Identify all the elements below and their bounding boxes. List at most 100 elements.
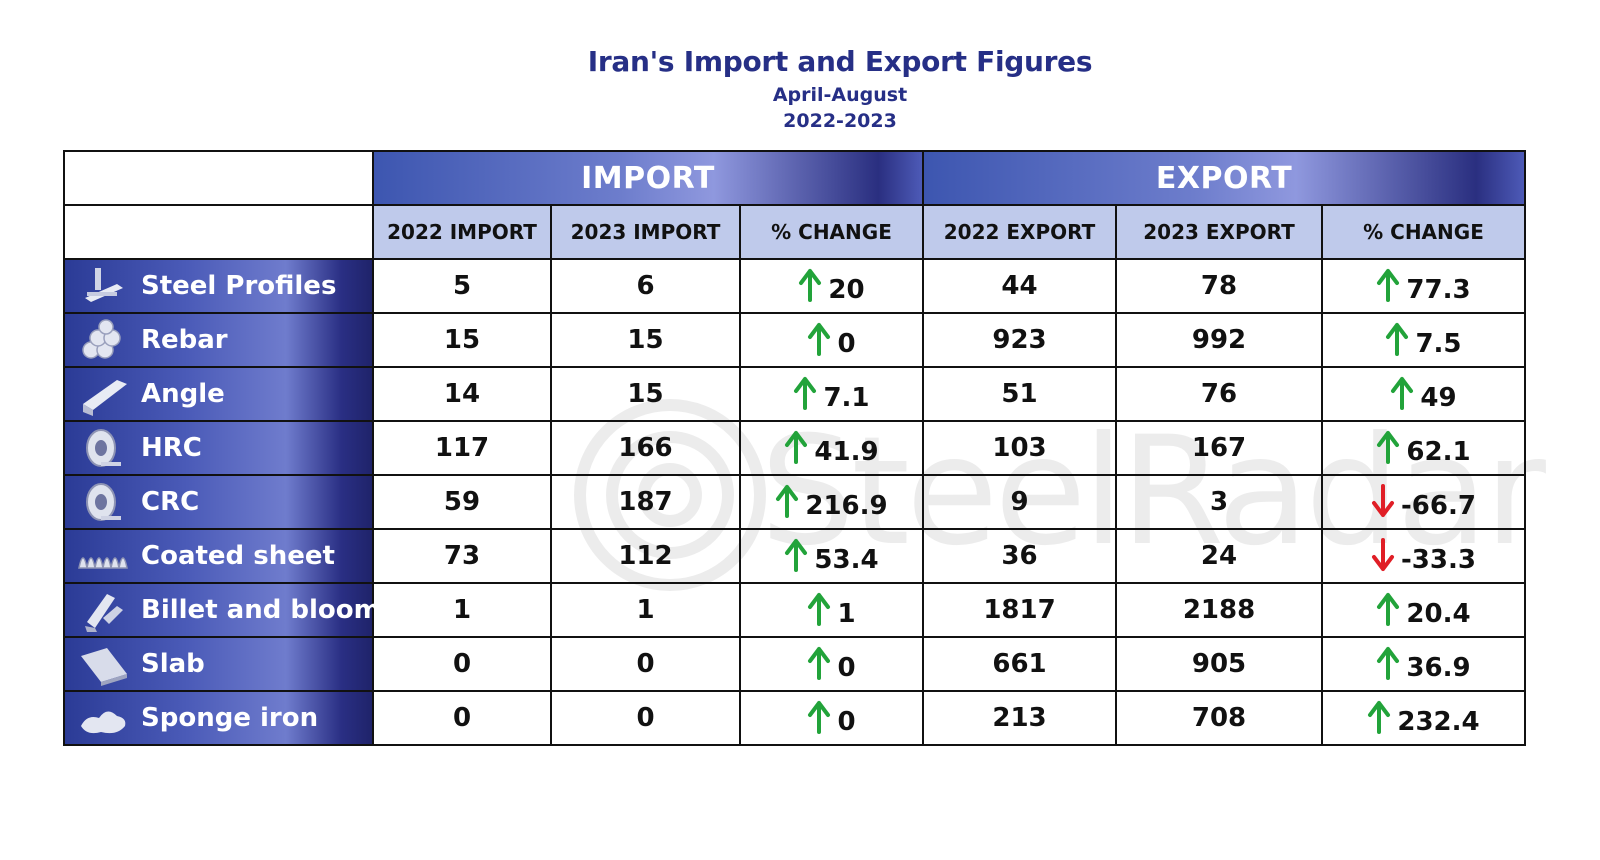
export-2022-value-cell: 661 — [922, 636, 1117, 692]
export-2022-value: 661 — [992, 649, 1047, 679]
product-name: CRC — [141, 487, 200, 517]
import-2022-value: 14 — [443, 379, 481, 409]
rebar-icon — [77, 318, 129, 362]
export-2022-value-cell: 1817 — [922, 582, 1117, 638]
slab-icon — [77, 642, 129, 686]
title-block: Iran's Import and Export Figures April-A… — [0, 42, 1600, 134]
arrow-up-icon — [1391, 376, 1414, 410]
export-change-value-cell: 62.1 — [1321, 420, 1526, 476]
export-2023-value-cell: 76 — [1115, 366, 1323, 422]
export-2023-value: 78 — [1200, 271, 1238, 301]
corrugated-sheet-icon — [77, 534, 129, 578]
export-2022-value-cell: 103 — [922, 420, 1117, 476]
coil-icon — [77, 480, 129, 524]
product-name: Steel Profiles — [141, 271, 337, 301]
table-body: Steel Profiles 5 6 20 44 78 77.3 Rebar 15 15 0 923 9… — [63, 258, 1526, 746]
row-label: CRC — [63, 474, 374, 530]
arrow-up-icon — [785, 430, 808, 464]
import-2023-value-cell: 1 — [550, 582, 741, 638]
export-group-header: EXPORT — [922, 150, 1526, 206]
corner-cell — [63, 150, 374, 206]
chart-title: Iran's Import and Export Figures — [587, 45, 1093, 78]
export-2023-value-cell: 992 — [1115, 312, 1323, 368]
import-2022-value-cell: 14 — [372, 366, 552, 422]
import-2023-value: 0 — [636, 649, 655, 679]
export-change-value: 77.3 — [1406, 274, 1471, 305]
import-2023-value: 0 — [636, 703, 655, 733]
export-2022-value-cell: 9 — [922, 474, 1117, 530]
arrow-up-icon — [1377, 646, 1400, 680]
export-2023-value-cell: 24 — [1115, 528, 1323, 584]
import-2023-value-cell: 6 — [550, 258, 741, 314]
export-change-value: -66.7 — [1401, 490, 1476, 521]
import-change-value: 216.9 — [805, 490, 888, 521]
import-change-value-cell: 7.1 — [739, 366, 924, 422]
export-2023-value: 708 — [1191, 703, 1247, 733]
arrow-up-icon — [1386, 322, 1409, 356]
export-2023-value-cell: 708 — [1115, 690, 1323, 746]
row-label: Rebar — [63, 312, 374, 368]
import-group-header: IMPORT — [372, 150, 924, 206]
arrow-up-icon — [1377, 430, 1400, 464]
import-change-value: 1 — [837, 598, 856, 629]
arrow-up-icon — [1377, 592, 1400, 626]
table-row: Angle 14 15 7.1 51 76 49 — [63, 366, 1526, 422]
export-change-value: -33.3 — [1401, 544, 1476, 575]
import-change-value: 41.9 — [814, 436, 879, 467]
export-2022-value: 103 — [992, 433, 1047, 463]
import-2022-value: 0 — [452, 649, 472, 679]
export-2023-value-cell: 167 — [1115, 420, 1323, 476]
table-row: CRC 59 187 216.9 9 3 -66.7 — [63, 474, 1526, 530]
import-2022-value-cell: 15 — [372, 312, 552, 368]
export-change-value: 232.4 — [1397, 706, 1480, 737]
import-2023-value: 1 — [636, 595, 655, 625]
figures-table: IMPORT EXPORT 2022 IMPORT 2023 IMPORT % … — [63, 150, 1526, 746]
import-2023-value-cell: 0 — [550, 690, 741, 746]
import-2022-value-cell: 0 — [372, 636, 552, 692]
export-2022-value-cell: 923 — [922, 312, 1117, 368]
export-2023-value-cell: 3 — [1115, 474, 1323, 530]
product-name: Coated sheet — [141, 541, 335, 571]
import-2023-value-cell: 112 — [550, 528, 741, 584]
export-2022-value: 1817 — [983, 595, 1056, 625]
col-2022-export: 2022 EXPORT — [922, 204, 1117, 260]
table-row: Steel Profiles 5 6 20 44 78 77.3 — [63, 258, 1526, 314]
import-2022-value-cell: 1 — [372, 582, 552, 638]
import-2022-value: 0 — [452, 703, 472, 733]
import-change-value: 7.1 — [823, 382, 870, 413]
import-2022-value-cell: 0 — [372, 690, 552, 746]
steel-profile-icon — [77, 264, 129, 308]
arrow-up-icon — [1368, 700, 1391, 734]
arrow-up-icon — [794, 376, 817, 410]
product-name: Rebar — [141, 325, 228, 355]
table-row: Rebar 15 15 0 923 992 7.5 — [63, 312, 1526, 368]
export-2023-value-cell: 905 — [1115, 636, 1323, 692]
arrow-down-icon — [1372, 537, 1395, 571]
import-change-value-cell: 0 — [739, 690, 924, 746]
export-change-value: 62.1 — [1406, 436, 1471, 467]
export-change-value-cell: 20.4 — [1321, 582, 1526, 638]
export-2023-value: 167 — [1191, 433, 1247, 463]
export-change-value-cell: 7.5 — [1321, 312, 1526, 368]
col-2022-import: 2022 IMPORT — [372, 204, 552, 260]
col-2023-export: 2023 EXPORT — [1115, 204, 1323, 260]
row-label: HRC — [63, 420, 374, 476]
import-2023-value: 15 — [627, 379, 664, 409]
import-2023-value-cell: 0 — [550, 636, 741, 692]
sponge-iron-icon — [77, 696, 129, 740]
product-name: Sponge iron — [141, 703, 319, 733]
arrow-up-icon — [808, 700, 831, 734]
import-change-value-cell: 1 — [739, 582, 924, 638]
export-change-value: 49 — [1420, 382, 1457, 413]
export-change-value-cell: 36.9 — [1321, 636, 1526, 692]
col-2023-import: 2023 IMPORT — [550, 204, 741, 260]
import-2023-value-cell: 187 — [550, 474, 741, 530]
column-header-row: 2022 IMPORT 2023 IMPORT % CHANGE 2022 EX… — [63, 204, 1526, 260]
coil-icon — [77, 426, 129, 470]
billet-icon — [77, 588, 129, 632]
import-change-value: 0 — [837, 706, 856, 737]
import-2023-value-cell: 166 — [550, 420, 741, 476]
chart-period: 2022-2023 — [783, 110, 897, 132]
import-change-value: 0 — [837, 328, 856, 359]
import-2022-value: 5 — [452, 271, 472, 301]
